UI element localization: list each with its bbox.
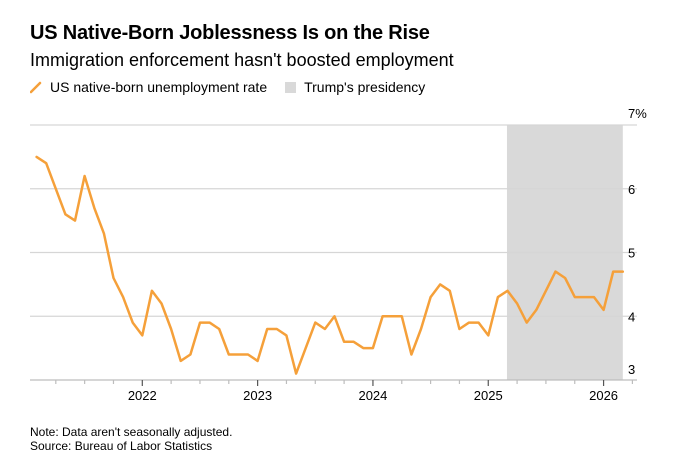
y-tick-label: 3 [628,362,635,377]
chart-subtitle: Immigration enforcement hasn't boosted e… [30,50,454,70]
presidency-shading [506,125,623,380]
legend-item-shading: Trump's presidency [285,79,425,95]
y-tick-label: 7% [628,106,647,121]
x-tick-label: 2026 [589,388,618,403]
x-tick-label: 2022 [128,388,157,403]
legend: US native-born unemployment rate Trump's… [30,79,443,95]
y-tick-label: 6 [628,182,635,197]
source-text: Source: Bureau of Labor Statistics [30,439,213,453]
legend-label-series: US native-born unemployment rate [50,79,268,95]
x-tick-label: 2023 [243,388,272,403]
legend-shading-swatch [285,81,297,93]
series-line [35,155,625,375]
chart-notes: Note: Data aren't seasonally adjusted. S… [30,425,232,453]
y-tick-label: 5 [628,246,635,261]
legend-label-shading: Trump's presidency [304,79,426,95]
note-text: Note: Data aren't seasonally adjusted. [30,425,233,439]
y-tick-label: 4 [628,309,635,324]
chart-title: US Native-Born Joblessness Is on the Ris… [30,22,430,44]
x-tick-label: 2025 [474,388,503,403]
legend-line-swatch [30,81,42,94]
x-tick-label: 2024 [358,388,387,403]
legend-item-series: US native-born unemployment rate [30,79,267,95]
